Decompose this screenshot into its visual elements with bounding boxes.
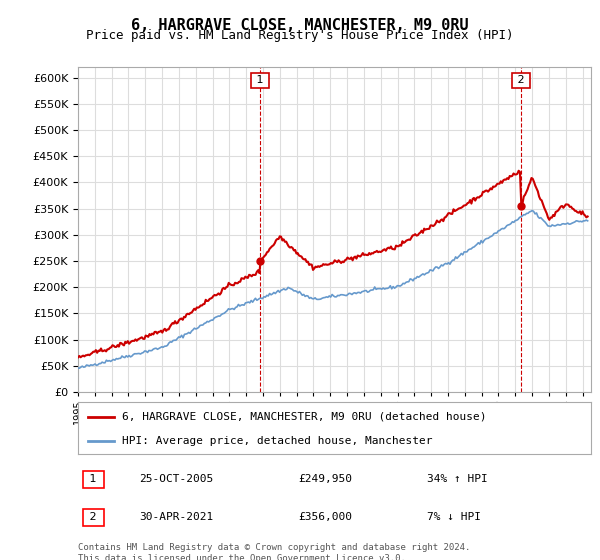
Text: HPI: Average price, detached house, Manchester: HPI: Average price, detached house, Manc… bbox=[122, 436, 432, 446]
Text: Price paid vs. HM Land Registry's House Price Index (HPI): Price paid vs. HM Land Registry's House … bbox=[86, 29, 514, 42]
Text: 2: 2 bbox=[514, 76, 528, 85]
Text: 25-OCT-2005: 25-OCT-2005 bbox=[140, 474, 214, 484]
Point bbox=[516, 201, 526, 210]
Text: 1: 1 bbox=[86, 474, 100, 484]
Text: 7% ↓ HPI: 7% ↓ HPI bbox=[427, 512, 481, 522]
Text: 34% ↑ HPI: 34% ↑ HPI bbox=[427, 474, 488, 484]
Text: 6, HARGRAVE CLOSE, MANCHESTER, M9 0RU: 6, HARGRAVE CLOSE, MANCHESTER, M9 0RU bbox=[131, 18, 469, 33]
Text: £249,950: £249,950 bbox=[299, 474, 353, 484]
Text: 2: 2 bbox=[86, 512, 100, 522]
Text: 30-APR-2021: 30-APR-2021 bbox=[140, 512, 214, 522]
Text: £356,000: £356,000 bbox=[299, 512, 353, 522]
Text: 6, HARGRAVE CLOSE, MANCHESTER, M9 0RU (detached house): 6, HARGRAVE CLOSE, MANCHESTER, M9 0RU (d… bbox=[122, 412, 486, 422]
Text: 1: 1 bbox=[253, 76, 267, 85]
Point bbox=[255, 256, 265, 265]
Text: Contains HM Land Registry data © Crown copyright and database right 2024.
This d: Contains HM Land Registry data © Crown c… bbox=[78, 543, 470, 560]
